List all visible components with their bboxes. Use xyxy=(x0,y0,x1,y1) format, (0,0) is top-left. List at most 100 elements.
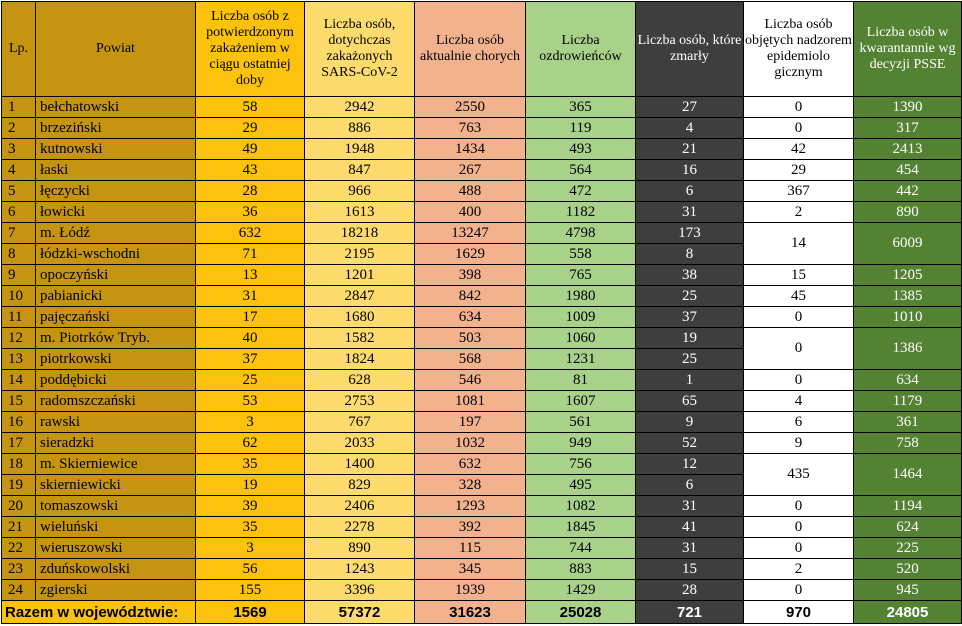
header-quarantine: Liczba osób w kwarantannie wg decyzji PS… xyxy=(853,1,962,97)
header-row: Lp. Powiat Liczba osób z potwierdzonym z… xyxy=(1,1,962,97)
cell-lp: 24 xyxy=(1,579,36,601)
header-infected-24h: Liczba osób z potwierdzonym zakażeniem w… xyxy=(195,1,305,97)
table-row: 5 łęczycki 28 966 488 472 6 367 442 xyxy=(1,180,962,202)
cell-powiat: m. Łódź xyxy=(35,222,196,244)
table-row: 17 sieradzki 62 2033 1032 949 52 9 758 xyxy=(1,432,962,454)
cell-powiat: m. Skierniewice xyxy=(35,453,196,475)
cell-infected-total: 1400 xyxy=(304,453,415,475)
cell-recovered: 949 xyxy=(525,432,636,454)
cell-recovered: 744 xyxy=(525,537,636,559)
cell-recovered: 493 xyxy=(525,138,636,160)
cell-infected-24h: 3 xyxy=(195,537,305,559)
cell-lp: 14 xyxy=(1,369,36,391)
cell-recovered: 1182 xyxy=(525,201,636,223)
cell-quarantine: 1386 xyxy=(853,327,962,370)
cell-deaths: 9 xyxy=(635,411,744,433)
table-row: 4 łaski 43 847 267 564 16 29 454 xyxy=(1,159,962,181)
cell-lp: 19 xyxy=(1,474,36,496)
cell-lp: 17 xyxy=(1,432,36,454)
cell-infected-24h: 35 xyxy=(195,516,305,538)
cell-infected-total: 1613 xyxy=(304,201,415,223)
cell-infected-24h: 58 xyxy=(195,96,305,118)
cell-currently-ill: 115 xyxy=(414,537,526,559)
header-deaths: Liczba osób, które zmarły xyxy=(635,1,744,97)
cell-recovered: 365 xyxy=(525,96,636,118)
cell-recovered: 558 xyxy=(525,243,636,265)
cell-powiat: kutnowski xyxy=(35,138,196,160)
cell-infected-24h: 25 xyxy=(195,369,305,391)
cell-infected-24h: 632 xyxy=(195,222,305,244)
cell-infected-24h: 71 xyxy=(195,243,305,265)
cell-powiat: pajęczański xyxy=(35,306,196,328)
cell-recovered: 1607 xyxy=(525,390,636,412)
cell-lp: 6 xyxy=(1,201,36,223)
cell-powiat: wieluński xyxy=(35,516,196,538)
table-row: 18 m. Skierniewice 35 1400 632 756 12 435 1464 xyxy=(1,453,962,496)
cell-infected-total: 1824 xyxy=(304,348,415,370)
cell-recovered: 561 xyxy=(525,411,636,433)
table-row: 14 poddębicki 25 628 546 81 1 0 634 xyxy=(1,369,962,391)
cell-lp: 12 xyxy=(1,327,36,349)
cell-surveillance: 0 xyxy=(743,537,854,559)
cell-deaths: 27 xyxy=(635,96,744,118)
cell-infected-total: 628 xyxy=(304,369,415,391)
cell-infected-24h: 35 xyxy=(195,453,305,475)
cell-powiat: zduńskowolski xyxy=(35,558,196,580)
cell-infected-24h: 49 xyxy=(195,138,305,160)
cell-infected-24h: 29 xyxy=(195,117,305,139)
cell-infected-total: 3396 xyxy=(304,579,415,601)
cell-infected-total: 847 xyxy=(304,159,415,181)
cell-infected-24h: 36 xyxy=(195,201,305,223)
cell-powiat: bełchatowski xyxy=(35,96,196,118)
cell-powiat: piotrkowski xyxy=(35,348,196,370)
cell-powiat: radomszczański xyxy=(35,390,196,412)
header-lp: Lp. xyxy=(1,1,36,97)
cell-deaths: 8 xyxy=(635,243,744,265)
cell-infected-total: 1582 xyxy=(304,327,415,349)
cell-recovered: 883 xyxy=(525,558,636,580)
cell-deaths: 4 xyxy=(635,117,744,139)
cell-infected-total: 2753 xyxy=(304,390,415,412)
cell-surveillance: 29 xyxy=(743,159,854,181)
cell-deaths: 6 xyxy=(635,474,744,496)
cell-surveillance: 0 xyxy=(743,579,854,601)
cell-infected-24h: 43 xyxy=(195,159,305,181)
table-row: 3 kutnowski 49 1948 1434 493 21 42 2413 xyxy=(1,138,962,160)
cell-quarantine: 361 xyxy=(853,411,962,433)
cell-powiat: brzeziński xyxy=(35,117,196,139)
cell-surveillance: 4 xyxy=(743,390,854,412)
cell-surveillance: 0 xyxy=(743,369,854,391)
cell-quarantine: 1194 xyxy=(853,495,962,517)
cell-lp: 13 xyxy=(1,348,36,370)
cell-recovered: 564 xyxy=(525,159,636,181)
cell-quarantine: 1010 xyxy=(853,306,962,328)
cell-currently-ill: 1939 xyxy=(414,579,526,601)
cell-lp: 3 xyxy=(1,138,36,160)
table-row: 24 zgierski 155 3396 1939 1429 28 0 945 xyxy=(1,579,962,601)
cell-powiat: łęczycki xyxy=(35,180,196,202)
cell-quarantine: 1464 xyxy=(853,453,962,496)
header-currently-ill: Liczba osób aktualnie chorych xyxy=(414,1,526,97)
cell-currently-ill: 328 xyxy=(414,474,526,496)
cell-deaths: 31 xyxy=(635,495,744,517)
cell-surveillance: 45 xyxy=(743,285,854,307)
cell-deaths: 31 xyxy=(635,201,744,223)
cell-infected-24h: 19 xyxy=(195,474,305,496)
cell-quarantine: 1390 xyxy=(853,96,962,118)
table-row: 9 opoczyński 13 1201 398 765 38 15 1205 xyxy=(1,264,962,286)
cell-currently-ill: 568 xyxy=(414,348,526,370)
cell-deaths: 28 xyxy=(635,579,744,601)
cell-surveillance: 6 xyxy=(743,411,854,433)
cell-surveillance: 42 xyxy=(743,138,854,160)
cell-recovered: 1231 xyxy=(525,348,636,370)
cell-currently-ill: 1434 xyxy=(414,138,526,160)
cell-powiat: zgierski xyxy=(35,579,196,601)
cell-quarantine: 225 xyxy=(853,537,962,559)
header-infected-total: Liczba osób, dotychczas zakażonych SARS-… xyxy=(304,1,415,97)
cell-recovered: 495 xyxy=(525,474,636,496)
cell-quarantine: 758 xyxy=(853,432,962,454)
cell-deaths: 25 xyxy=(635,348,744,370)
cell-currently-ill: 842 xyxy=(414,285,526,307)
totals-label: Razem w województwie: xyxy=(1,600,196,624)
